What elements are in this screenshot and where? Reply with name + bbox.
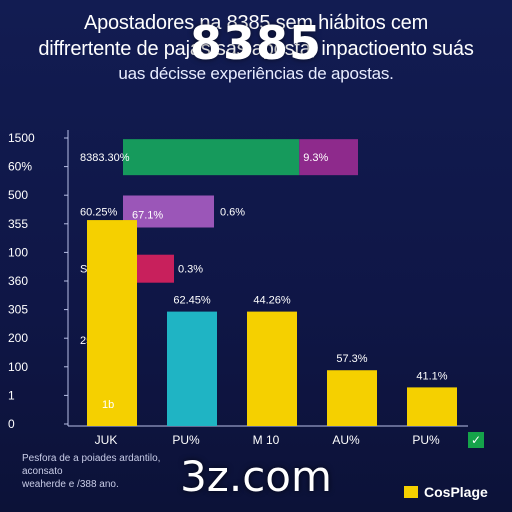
bar	[167, 311, 217, 426]
vertical-bars: 1b 62.45% 44.26% 57.3% 41.1%	[87, 220, 457, 426]
hbar-right-segment	[299, 139, 358, 176]
bar	[87, 220, 137, 426]
bar	[327, 370, 377, 426]
x-tick-label: PU%	[172, 433, 200, 447]
hbar-left-segment	[123, 139, 300, 176]
bar-label: 44.26%	[253, 295, 291, 307]
chart-title: Apostadores na 8385 sem hiábitos cem dif…	[0, 10, 512, 86]
x-tick-label: JUK	[95, 433, 118, 447]
title-line-2: diffrertente de pajas sas aposta, inpact…	[38, 38, 474, 60]
horizontal-bars: 8383.30%9.3%60.25%0.6%S44.8%0.3%254.0%67…	[80, 139, 358, 347]
title-line-3: uas décisse experiências de apostas.	[118, 64, 394, 83]
hbar-left-segment	[123, 195, 214, 228]
hbar-value-label: 0.6%	[220, 207, 245, 219]
y-tick-label: 60%	[8, 160, 32, 174]
bar-label: 41.1%	[416, 370, 447, 382]
y-tick-label: 200	[8, 331, 28, 345]
y-tick-label: 0	[8, 417, 15, 431]
hbar-value-label: 0.3%	[178, 264, 203, 276]
legend: CosPlage	[404, 484, 488, 500]
overlay-number: 8385	[189, 16, 323, 70]
y-tick-label: 100	[8, 245, 28, 259]
title-line-1: Apostadores na 8385 sem hiábitos cem	[83, 12, 429, 34]
footnote-line-1: Pesfora de a poiades ardantilo, aconsato	[22, 453, 161, 477]
hbar-label: 60.25%	[80, 207, 118, 219]
hbar-value-label: 9.3%	[303, 152, 328, 164]
x-tick-label: AU%	[332, 433, 360, 447]
bar-label: 62.45%	[173, 295, 211, 307]
legend-swatch	[404, 486, 418, 498]
y-tick-label: 1500	[8, 131, 35, 145]
y-tick-labels: 1500 60% 500 355 100 360 305 200 100 1 0	[8, 131, 68, 431]
bar	[407, 387, 457, 426]
footnote: Pesfora de a poiades ardantilo, aconsato…	[22, 452, 192, 491]
y-tick-label: 360	[8, 274, 28, 288]
bar-label: 1b	[102, 399, 114, 411]
y-tick-label: 100	[8, 360, 28, 374]
footnote-line-2: weaherde e /388 ano.	[22, 479, 119, 490]
x-tick-labels: JUK PU% M 10 AU% PU%	[95, 433, 440, 447]
x-tick-label: M 10	[253, 433, 280, 447]
checkmark-icon: ✓	[468, 432, 484, 448]
hbar-label: 8383.30%	[80, 152, 130, 164]
y-tick-label: 355	[8, 217, 28, 231]
y-tick-label: 1	[8, 388, 15, 402]
y-tick-label: 500	[8, 188, 28, 202]
x-tick-label: PU%	[412, 433, 440, 447]
bar	[247, 311, 297, 426]
legend-label: CosPlage	[424, 484, 488, 500]
y-tick-label: 305	[8, 303, 28, 317]
bar-label: 57.3%	[336, 353, 367, 365]
watermark: 3z.com	[180, 452, 332, 501]
hbar-value-label: 67.1%	[132, 209, 163, 221]
